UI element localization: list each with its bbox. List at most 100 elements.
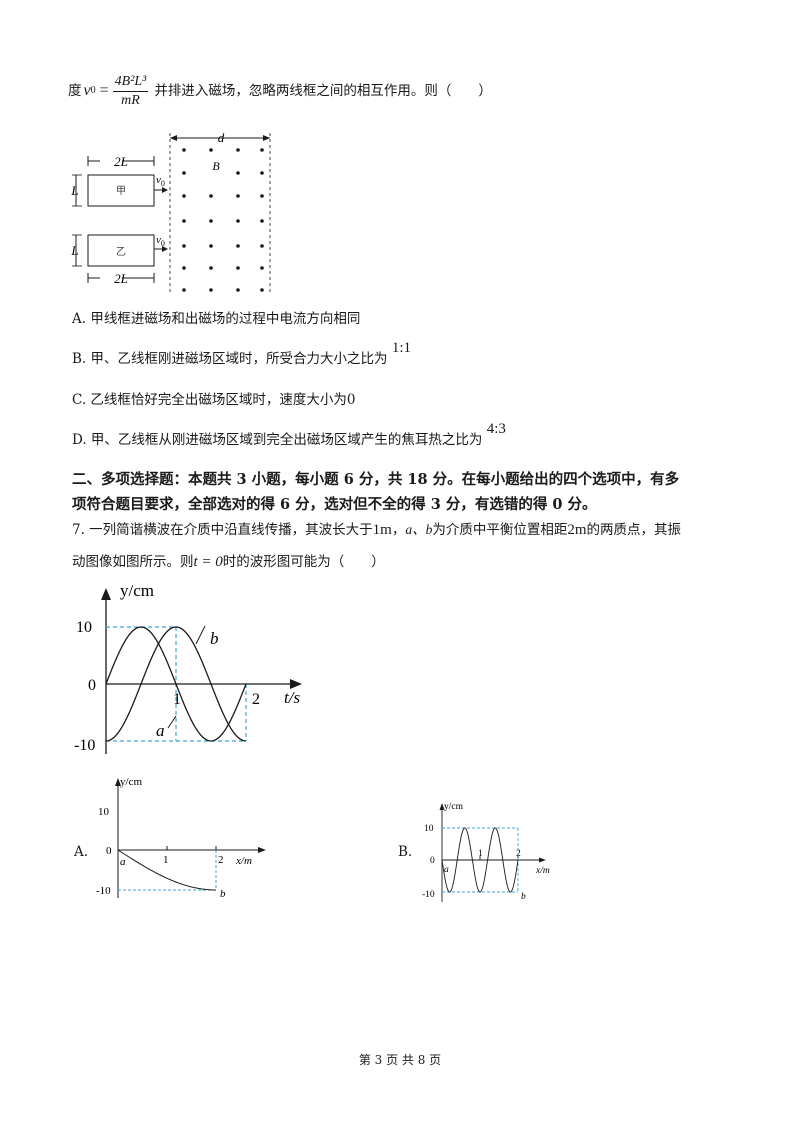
field-dot-18 — [260, 244, 264, 248]
optB-tick-x2: 2 — [516, 849, 521, 859]
optA-wave-curve — [117, 849, 217, 891]
q7-wavelength: 1m — [372, 522, 392, 538]
curve-a-label: a — [156, 721, 165, 740]
intro-suffix: 并排进入磁场，忽略两线框之间的相互作用。则（ ） — [154, 83, 492, 99]
q7-line1: 7. 一列简谐横波在介质中沿直线传播，其波长大于1m，a、b为介质中平衡位置相距… — [72, 520, 681, 540]
optB-tick-y-bottom: -10 — [422, 890, 435, 900]
curve-b-label: b — [210, 629, 219, 648]
optB-point-a: a — [444, 865, 449, 875]
q7-text-2: 为介质中平衡位置相距 — [432, 522, 568, 538]
q6-option-b-ratio: 1:1 — [391, 340, 411, 356]
field-dot-25 — [236, 288, 240, 292]
field-dot-22 — [260, 266, 264, 270]
option-a-graph: y/cm x/m 10 0 -10 1 2 a b — [96, 776, 266, 900]
q6-option-d-text: D. 甲、乙线框从刚进磁场区域到完全出磁场区域产生的焦耳热之比为 — [72, 432, 483, 448]
optB-tick-y-top: 10 — [424, 824, 434, 834]
section2-line2: 项符合题目要求，全部选对的得 6 分，选对但不全的得 3 分，有选错的得 0 分… — [72, 496, 597, 513]
yi-loop — [87, 234, 155, 267]
optB-y-axis-label: y/cm — [444, 802, 464, 812]
field-dot-7 — [182, 194, 186, 198]
curve-a — [105, 626, 247, 742]
field-dot-23 — [182, 288, 186, 292]
field-dots — [182, 148, 264, 292]
field-dot-15 — [182, 244, 186, 248]
yi-label: 乙 — [116, 246, 126, 258]
field-dot-9 — [236, 194, 240, 198]
field-dot-4 — [182, 171, 186, 175]
q7-distance: 2m — [567, 522, 587, 538]
field-dot-0 — [182, 148, 186, 152]
vib-tick-y-bottom: -10 — [74, 737, 95, 754]
q7-text-3: 的两质点，其振 — [586, 522, 682, 538]
yi-velocity-arrowhead — [162, 246, 168, 252]
optA-point-a: a — [120, 856, 126, 868]
jia-label: 甲 — [116, 186, 126, 197]
curve-a-leader — [167, 715, 177, 729]
page-footer: 第 3 页 共 8 页 — [358, 1053, 442, 1067]
q7-points: a、b — [405, 522, 433, 537]
field-dot-1 — [209, 148, 213, 152]
field-dot-8 — [209, 194, 213, 198]
field-dot-12 — [209, 219, 213, 223]
vibration-graph: y/cm t/s 10 0 -10 1 2 b a — [74, 581, 302, 754]
intro-prefix: 度 — [68, 83, 82, 99]
field-dot-14 — [260, 219, 264, 223]
q7-line2: 动图像如图所示。则t = 0时的波形图可能为（ ） — [72, 552, 385, 572]
vib-tick-y-top: 10 — [76, 619, 92, 636]
field-dot-20 — [209, 266, 213, 270]
optB-x-axis-label: x/m — [535, 866, 550, 876]
q6-option-b-text: B. 甲、乙线框刚进磁场区域时，所受合力大小之比为 — [72, 351, 388, 367]
v0-fraction: 4B²L³ mR — [112, 73, 149, 110]
field-dot-16 — [209, 244, 213, 248]
fraction-numerator: 4B²L³ — [112, 73, 149, 92]
optA-point-b: b — [220, 888, 226, 900]
optA-y-arrow — [115, 778, 121, 786]
section2-line1: 二、多项选择题：本题共 3 小题，每小题 6 分，共 18 分。在每小题给出的四… — [72, 471, 680, 488]
optA-tick-y-zero: 0 — [106, 845, 112, 857]
optB-wave-curve — [441, 827, 519, 893]
v-subscript: 0 — [90, 85, 96, 96]
jia-v-label: v0 — [156, 174, 165, 188]
optA-x-arrow — [258, 847, 266, 853]
field-dot-21 — [236, 266, 240, 270]
optA-tick-y-top: 10 — [98, 806, 110, 818]
jia-velocity-arrowhead — [162, 187, 168, 193]
field-dot-5 — [236, 171, 240, 175]
vib-y-axis-label: y/cm — [120, 581, 154, 600]
vib-x-arrow — [290, 679, 302, 689]
equals-sign: = — [99, 82, 109, 99]
curve-b-leader — [195, 625, 206, 645]
q7-text-5: 时的波形图可能为（ ） — [222, 554, 385, 570]
field-dot-2 — [236, 148, 240, 152]
vib-x-axis-label: t/s — [284, 688, 300, 707]
optA-x-axis-label: x/m — [235, 855, 252, 867]
curve-b — [105, 626, 247, 742]
optB-label: B. — [398, 844, 413, 860]
q7-text-1: 7. 一列简谐横波在介质中沿直线传播，其波长大于 — [72, 522, 373, 538]
vib-tick-x1: 1 — [173, 691, 181, 708]
field-dot-17 — [236, 244, 240, 248]
field-dot-10 — [260, 194, 264, 198]
q6-option-a: A. 甲线框进磁场和出磁场的过程中电流方向相同 — [72, 311, 361, 327]
optA-tick-x2: 2 — [218, 854, 224, 866]
field-dot-6 — [260, 171, 264, 175]
vib-tick-x2: 2 — [252, 691, 260, 708]
d-arrow-left — [170, 135, 177, 141]
option-b-graph: y/cm x/m 10 0 -10 1 2 a b — [422, 802, 550, 902]
jia-height-label: L — [70, 183, 78, 198]
optA-tick-y-bottom: -10 — [96, 885, 111, 897]
d-label: d — [218, 130, 225, 145]
q6-option-b: B. 甲、乙线框刚进磁场区域时，所受合力大小之比为 1:1 — [72, 340, 411, 369]
field-dot-26 — [260, 288, 264, 292]
optB-tick-x1: 1 — [478, 849, 483, 859]
optB-y-arrow — [439, 803, 445, 810]
optB-point-b: b — [521, 892, 526, 902]
jia-width-label: 2L — [114, 154, 128, 169]
field-dot-3 — [260, 148, 264, 152]
yi-width-label-bg — [100, 271, 122, 285]
field-dot-19 — [182, 266, 186, 270]
optA-tick-x1: 1 — [163, 854, 169, 866]
optB-x-arrow — [539, 857, 546, 863]
optA-y-axis-label: y/cm — [120, 776, 142, 788]
